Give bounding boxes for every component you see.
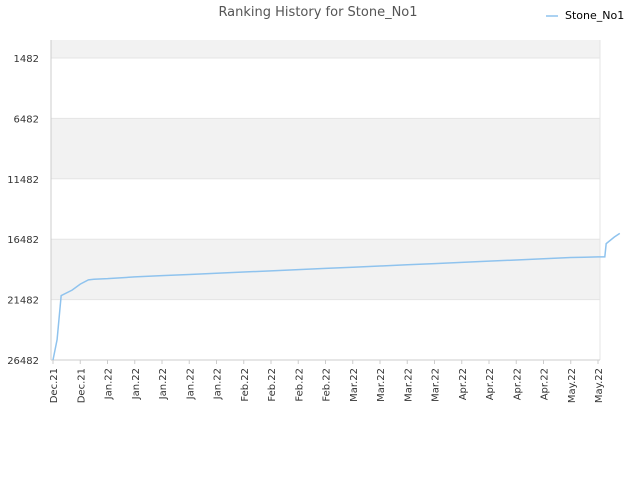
- y-axis-labels: 1482 6482 11482 16482 21482 26482: [7, 54, 39, 367]
- x-tick-label: Feb.22: [322, 368, 333, 402]
- x-tick-label: Jan.22: [213, 368, 224, 400]
- y-tick-label: 21482: [7, 296, 39, 307]
- y-tick-label: 16482: [7, 235, 39, 246]
- x-tick-label: Feb.22: [294, 368, 305, 402]
- x-tick-label: Feb.22: [267, 368, 278, 402]
- series-line-stone-no1: [52, 232, 621, 361]
- x-tick-label: Apr.22: [458, 368, 469, 400]
- legend: Stone_No1: [546, 9, 624, 22]
- plot-band: [51, 40, 600, 58]
- x-tick-label: Jan.22: [104, 368, 115, 400]
- x-tick-label: Mar.22: [349, 368, 360, 402]
- x-tick-label: May.22: [594, 368, 605, 403]
- x-tick-label: Mar.22: [376, 368, 387, 402]
- x-tick-label: Jan.22: [185, 368, 196, 400]
- y-tick-label: 1482: [14, 54, 39, 65]
- legend-label: Stone_No1: [565, 9, 624, 22]
- plot-band: [51, 118, 600, 179]
- x-axis-labels: Dec.21 Dec.21 Jan.22 Jan.22 Jan.22 Jan.22 Jan.…: [49, 368, 605, 403]
- plot-band: [51, 239, 600, 300]
- x-tick-label: Jan.22: [158, 368, 169, 400]
- y-tick-label: 26482: [7, 356, 39, 367]
- x-tick-label: Apr.22: [485, 368, 496, 400]
- x-tick-label: May.22: [567, 368, 578, 403]
- chart-title: Ranking History for Stone_No1: [218, 5, 417, 20]
- x-tick-label: Apr.22: [540, 368, 551, 400]
- x-tick-label: Dec.21: [76, 368, 87, 403]
- x-tick-label: Apr.22: [512, 368, 523, 400]
- plot-axes: [50, 40, 601, 364]
- plot-background-bands: [51, 40, 600, 300]
- x-tick-label: Jan.22: [131, 368, 142, 400]
- x-tick-label: Mar.22: [403, 368, 414, 402]
- grid-lines: [51, 57, 600, 361]
- x-tick-label: Mar.22: [431, 368, 442, 402]
- series-layer: [52, 232, 621, 361]
- y-tick-label: 11482: [7, 175, 39, 186]
- y-tick-label: 6482: [14, 114, 39, 125]
- x-tick-label: Feb.22: [240, 368, 251, 402]
- x-tick-label: Dec.21: [49, 368, 60, 403]
